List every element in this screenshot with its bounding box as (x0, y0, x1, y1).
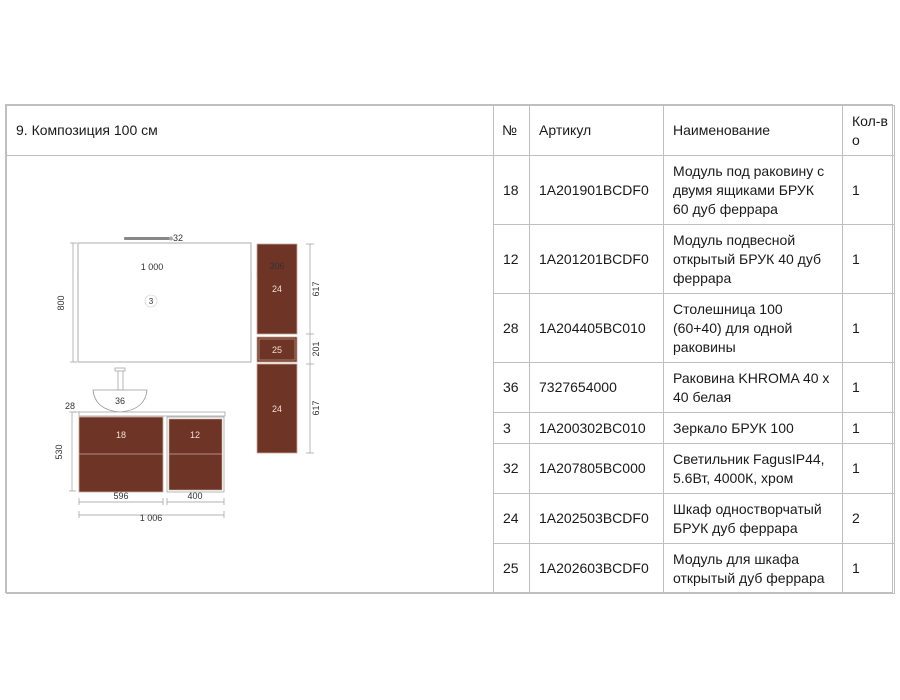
row-qty: 2 (842, 493, 895, 544)
spec-table: 9. Композиция 100 см № Артикул Наименова… (6, 105, 895, 594)
row-article: 7327654000 (529, 362, 664, 413)
dim-vanity-height: 530 (54, 444, 64, 459)
composition-drawing-cell: 1 000 800 32 3 306 617 201 617 28 530 36… (6, 155, 494, 594)
table-row: 36 7327654000 Раковина KHROMA 40 x 40 бе… (7, 362, 895, 413)
row-name: Столешница 100 (60+40) для одной раковин… (663, 293, 843, 363)
label-open-module: 25 (272, 345, 282, 355)
label-vanity-main: 18 (116, 430, 126, 440)
dim-vanity-main-w: 596 (113, 491, 128, 501)
row-name: Светильник FagusIP44, 5.6Вт, 4000К, хром (663, 443, 843, 494)
table-row: 3 1A200302BC010 Зеркало БРУК 100 1 (7, 412, 895, 444)
row-name: Модуль для шкафа открытый дуб феррара (663, 543, 843, 594)
dim-cabinet-width: 306 (269, 261, 284, 271)
header-name: Наименование (663, 105, 843, 156)
row-number: 3 (493, 412, 530, 444)
composition-drawing: 1 000 800 32 3 306 617 201 617 28 530 36… (54, 233, 321, 523)
row-number: 12 (493, 224, 530, 294)
row-name: Раковина KHROMA 40 x 40 белая (663, 362, 843, 413)
row-qty: 1 (842, 293, 895, 363)
row-article: 1A202503BCDF0 (529, 493, 664, 544)
row-qty: 1 (842, 155, 895, 225)
dim-cabinet-top-h: 617 (311, 281, 321, 296)
label-sink: 36 (115, 396, 125, 406)
row-number: 18 (493, 155, 530, 225)
mirror (77, 242, 252, 363)
header-number: № (493, 105, 530, 156)
dim-open-module-h: 201 (311, 341, 321, 356)
row-article: 1A204405BC010 (529, 293, 664, 363)
row-name: Зеркало БРУК 100 (663, 412, 843, 444)
light-fixture (124, 237, 172, 240)
row-number: 25 (493, 543, 530, 594)
vanity-countertop (78, 411, 226, 417)
row-qty: 1 (842, 543, 895, 594)
row-article: 1A201901BCDF0 (529, 155, 664, 225)
header-article: Артикул (529, 105, 664, 156)
table-row: 24 1A202503BCDF0 Шкаф одностворчатый БРУ… (7, 493, 895, 544)
row-article: 1A200302BC010 (529, 412, 664, 444)
vanity-main (78, 416, 164, 493)
label-mirror: 3 (149, 297, 154, 306)
row-number: 28 (493, 293, 530, 363)
row-article: 1A207805BC000 (529, 443, 664, 494)
row-number: 36 (493, 362, 530, 413)
dim-mirror-height: 800 (56, 295, 66, 310)
open-module (256, 336, 298, 363)
faucet (117, 369, 124, 391)
row-name: Модуль подвесной открытый БРУК 40 дуб фе… (663, 224, 843, 294)
row-article: 1A201201BCDF0 (529, 224, 664, 294)
row-qty: 1 (842, 443, 895, 494)
dim-mirror-width: 1 000 (141, 262, 164, 272)
row-qty: 1 (842, 224, 895, 294)
label-cabinet-bottom: 24 (272, 404, 282, 414)
row-article: 1A202603BCDF0 (529, 543, 664, 594)
tall-cabinet-bottom (256, 363, 298, 454)
table-row: 25 1A202603BCDF0 Модуль для шкафа открыт… (7, 543, 895, 594)
table-row: 1 000 800 32 3 306 617 201 617 28 530 36… (6, 155, 895, 594)
label-cabinet-top: 24 (272, 284, 282, 294)
header-row: 9. Композиция 100 см № Артикул Наименова… (6, 105, 895, 156)
row-qty: 1 (842, 412, 895, 444)
dim-vanity-side-w: 400 (187, 491, 202, 501)
dim-cabinet-bottom-h: 617 (311, 400, 321, 415)
dim-total-w: 1 006 (140, 513, 163, 523)
composition-title: 9. Композиция 100 см (6, 105, 494, 156)
header-qty: Кол-во (842, 105, 895, 156)
tall-cabinet-top (256, 243, 298, 335)
row-name: Модуль под раковину с двумя ящиками БРУК… (663, 155, 843, 225)
composition-spec-sheet: 9. Композиция 100 см № Артикул Наименова… (5, 104, 895, 594)
row-name: Шкаф одностворчатый БРУК дуб феррара (663, 493, 843, 544)
label-light: 32 (173, 233, 183, 243)
row-number: 32 (493, 443, 530, 494)
label-vanity-side: 12 (190, 430, 200, 440)
dim-top-thickness: 28 (65, 401, 75, 411)
table-row: 28 1A204405BC010 Столешница 100 (60+40) … (7, 293, 895, 363)
row-qty: 1 (842, 362, 895, 413)
row-number: 24 (493, 493, 530, 544)
